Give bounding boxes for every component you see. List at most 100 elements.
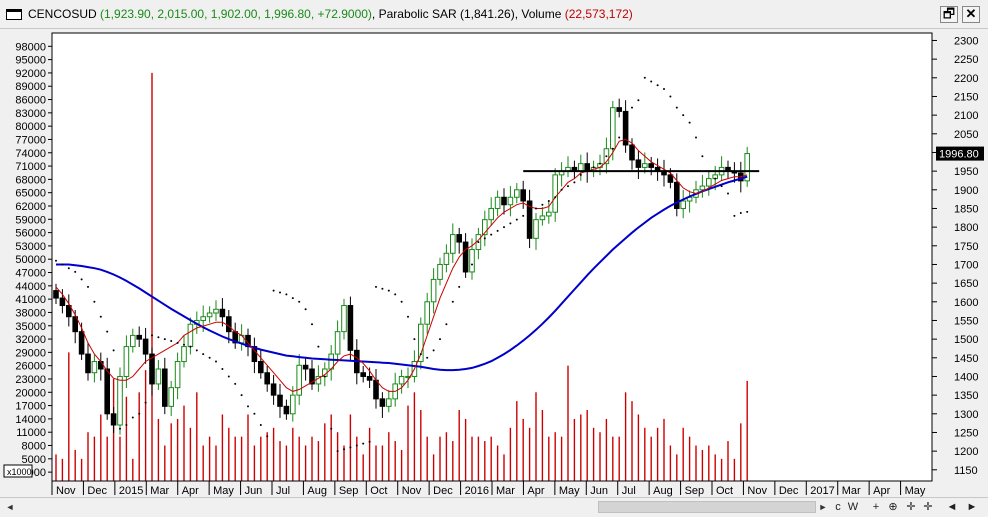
time-axis-label: Aug	[653, 485, 673, 497]
price-axis-label: 1300	[954, 409, 978, 421]
candle-body	[142, 338, 149, 355]
candle-body	[539, 215, 546, 221]
candle-body	[110, 413, 117, 426]
chart-area[interactable]: 1150 1200 1250 1300 1350 1400 1450 1500 1550 1600…	[0, 29, 988, 497]
time-axis-label: Nov	[747, 485, 767, 497]
sar-dot	[266, 435, 269, 438]
restore-window-button[interactable]: 🗗	[940, 6, 958, 23]
volume-axis-label: 8000	[22, 441, 46, 453]
candle-body	[494, 196, 501, 209]
candle-body	[174, 361, 181, 389]
tool-weekly-button[interactable]: W	[847, 501, 859, 513]
sar-dot	[253, 412, 256, 415]
candle-body	[66, 305, 72, 318]
sar-dot	[573, 181, 576, 184]
sar-dot	[381, 287, 384, 290]
volume-axis-label: 56000	[15, 228, 46, 240]
sar-dot	[445, 323, 448, 326]
candle-body	[552, 174, 559, 213]
time-axis-label: Nov	[56, 485, 76, 497]
sar-dot	[592, 166, 595, 169]
volume-bars	[55, 72, 748, 481]
time-axis-label: Oct	[370, 485, 387, 497]
candle-body	[482, 219, 488, 236]
time-axis: Nov Dec 2015 Mar Apr May Jun Jul Aug Sep Oct Nov Dec…	[51, 480, 932, 497]
time-axis-label: Mar	[842, 485, 861, 497]
candle-body	[667, 174, 674, 183]
sar-dot	[528, 211, 531, 214]
candle-body	[699, 185, 706, 191]
tool-zoom-button[interactable]: ⊕	[888, 501, 898, 513]
time-axis-label: Dec	[433, 485, 453, 497]
candle-body	[424, 301, 430, 325]
sar-dot	[471, 263, 473, 266]
candle-body	[136, 334, 142, 340]
tool-previous-button[interactable]: ◄	[946, 501, 958, 513]
price-chart[interactable]: 1150 1200 1250 1300 1350 1400 1450 1500 1550 1600…	[0, 29, 988, 497]
tool-next-button[interactable]: ►	[966, 501, 978, 513]
tool-crosshair-button[interactable]: +	[872, 501, 880, 513]
volume-axis-label: 5000	[22, 454, 46, 466]
sar-dot	[739, 211, 742, 214]
sar-dot	[522, 214, 525, 217]
sar-dot	[611, 147, 614, 150]
sar-dot	[624, 121, 627, 124]
sar-dot	[535, 207, 537, 210]
sar-dot	[343, 448, 345, 451]
candle-body	[616, 107, 623, 112]
candle-body	[488, 207, 494, 221]
scroll-left-button[interactable]: ◄	[5, 502, 15, 512]
sar-dot	[215, 360, 217, 363]
chart-scrollbar[interactable]	[598, 501, 816, 513]
candle-body	[366, 375, 373, 381]
sar-dot	[368, 440, 371, 443]
sar-dot	[451, 300, 454, 303]
candle-body	[206, 312, 213, 318]
time-axis-label: Jul	[276, 485, 290, 497]
tool-pan-button[interactable]: ✛	[923, 501, 933, 513]
sar-dot	[176, 341, 179, 344]
sar-dot	[746, 210, 749, 213]
sar-dot	[720, 185, 723, 188]
sar-dot	[733, 214, 736, 217]
volume-axis-label: 26000	[15, 361, 46, 373]
ohlc-values: (1,923.90, 2,015.00, 1,902.00, 1,996.80,…	[100, 7, 372, 21]
close-window-button[interactable]: ✕	[962, 6, 980, 23]
sar-dot	[400, 300, 403, 303]
price-axis-label: 1500	[954, 334, 978, 346]
sar-dot	[458, 285, 461, 288]
sar-dot	[99, 315, 102, 318]
time-axis-label: Mar	[150, 485, 169, 497]
price-axis-label: 2150	[954, 91, 978, 103]
candle-body	[130, 334, 136, 348]
volume-axis-label: 17000	[15, 401, 46, 413]
price-axis-label: 1750	[954, 241, 978, 253]
sar-dot	[138, 412, 141, 415]
time-axis-label: Jun	[245, 485, 263, 497]
candle-body	[379, 398, 386, 407]
sar-dot	[144, 401, 147, 404]
price-axis-label: 1200	[954, 446, 978, 458]
volume-axis-label: 59000	[15, 214, 46, 226]
tool-move-button[interactable]: ✛	[906, 501, 916, 513]
candle-body	[360, 372, 366, 377]
sar-dot	[547, 200, 550, 202]
candle-body	[98, 361, 104, 370]
sar-dot	[560, 188, 563, 191]
sar-dot	[605, 155, 608, 158]
time-axis-label: Apr	[527, 485, 544, 497]
sar-dot	[650, 80, 653, 83]
volume-axis-label: 74000	[15, 148, 46, 160]
candle-body	[373, 379, 379, 400]
parabolic-sar-dots	[55, 76, 749, 453]
sar-dot	[362, 442, 365, 445]
candle-body	[578, 163, 584, 172]
time-axis-label: 2015	[119, 485, 143, 497]
candle-body	[162, 368, 168, 407]
tool-cycle-button[interactable]: ᴄ	[835, 501, 841, 513]
price-axis-label: 1400	[954, 371, 978, 383]
candle-body	[584, 163, 591, 172]
scroll-right-button[interactable]: ►	[818, 502, 828, 512]
sar-dot	[643, 76, 646, 79]
volume-axis-label: 98000	[15, 41, 46, 53]
